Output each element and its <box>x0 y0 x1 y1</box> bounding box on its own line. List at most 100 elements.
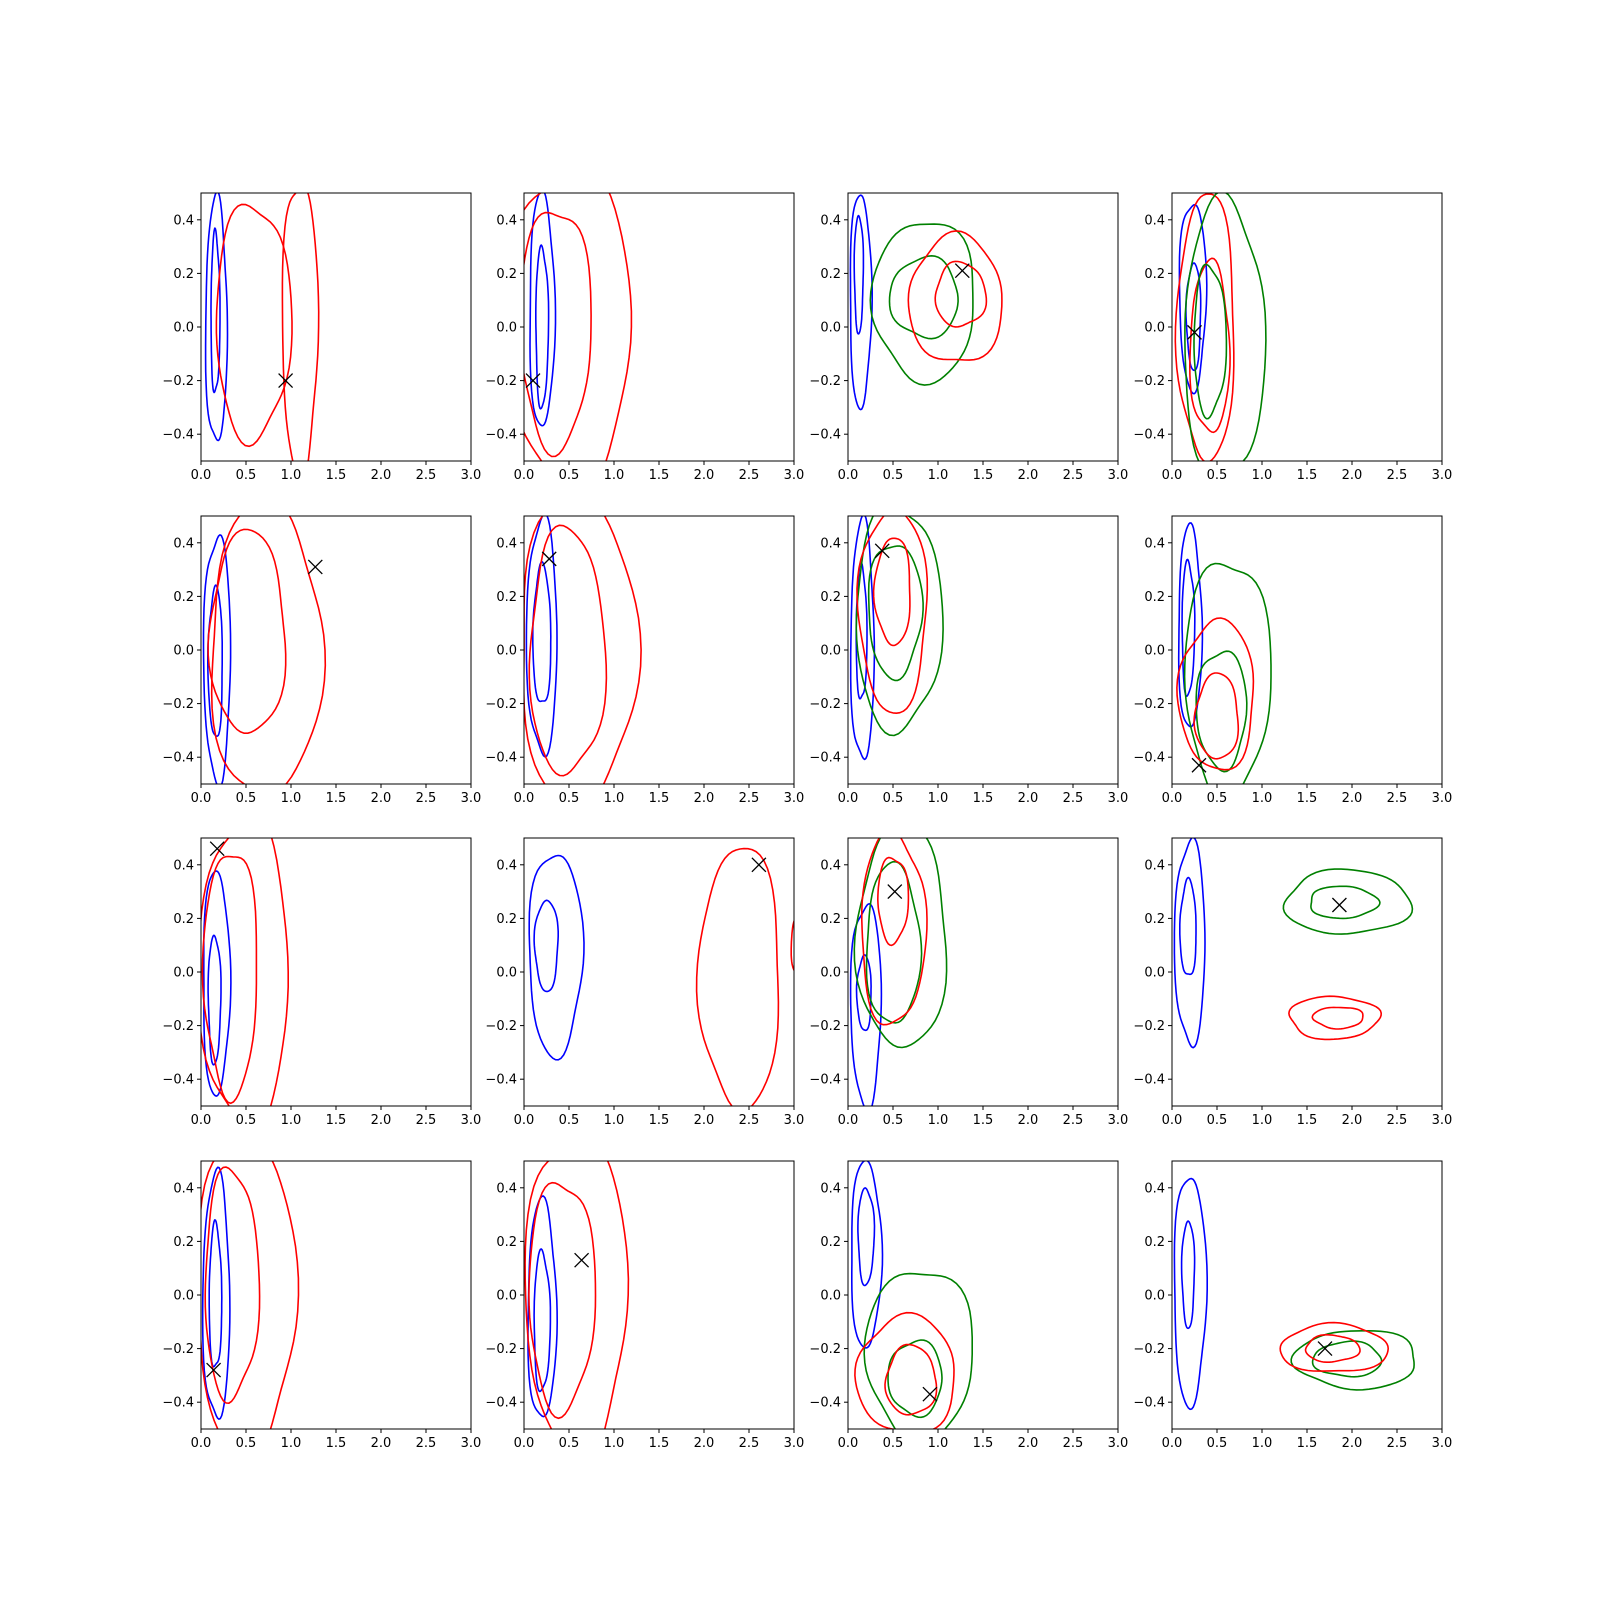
red-contour-line <box>884 1343 938 1416</box>
green-contour-line <box>1193 263 1228 420</box>
x-tick-label: 0.0 <box>1162 1113 1183 1128</box>
y-tick-label: 0.0 <box>820 321 841 336</box>
plot-area <box>1176 522 1272 784</box>
y-tick-label: 0.0 <box>173 966 194 981</box>
x-tick-label: 3.0 <box>1108 791 1129 806</box>
red-contour-line <box>872 537 911 647</box>
blue-contour-line <box>1180 1220 1196 1330</box>
x-marker <box>1317 1341 1333 1357</box>
green-contour-line <box>867 545 924 682</box>
x-tick-label: 1.0 <box>1252 1113 1273 1128</box>
subplot-r3-c2: 0.0 0.5 1.0 1.5 2.0 2.5 3.0 −0.4 −0.2 0.0 0.2 0.4 <box>809 1160 1128 1451</box>
x-tick-label: 1.0 <box>281 468 302 483</box>
y-tick-label: 0.2 <box>820 590 841 605</box>
y-tick-label: −0.4 <box>1133 751 1165 766</box>
y-tick-label: 0.4 <box>496 213 517 228</box>
red-contour-line <box>1193 672 1240 760</box>
x-tick-label: 0.0 <box>514 791 535 806</box>
x-tick-label: 1.5 <box>973 791 994 806</box>
red-contour-line <box>695 847 780 1106</box>
x-tick-label: 1.0 <box>281 791 302 806</box>
y-tick-label: 0.2 <box>820 912 841 927</box>
red-contour-line <box>856 516 929 715</box>
x-tick-label: 2.0 <box>694 791 715 806</box>
y-tick-label: −0.2 <box>162 1342 194 1357</box>
x-tick-label: 2.5 <box>1387 1436 1408 1451</box>
red-contour-line <box>528 524 608 777</box>
x-tick-label: 0.5 <box>1207 1436 1228 1451</box>
x-marker <box>206 1362 222 1378</box>
red-contour-line <box>201 855 258 1105</box>
x-tick-label: 1.0 <box>928 1436 949 1451</box>
green-contour-line <box>855 516 944 737</box>
x-tick-label: 1.5 <box>326 1113 347 1128</box>
x-tick-label: 1.5 <box>326 468 347 483</box>
x-tick-label: 2.0 <box>1018 1113 1039 1128</box>
x-tick-label: 2.0 <box>371 468 392 483</box>
x-marker <box>1331 897 1347 913</box>
y-tick-label: 0.4 <box>496 858 517 873</box>
x-tick-label: 0.0 <box>514 1436 535 1451</box>
blue-contour-line <box>527 1195 559 1418</box>
x-tick-label: 0.0 <box>191 1113 212 1128</box>
green-contour-line <box>1184 193 1267 461</box>
x-tick-label: 1.0 <box>928 1113 949 1128</box>
x-tick-label: 1.0 <box>604 1436 625 1451</box>
y-tick-label: 0.2 <box>173 912 194 927</box>
y-tick-label: 0.0 <box>820 1289 841 1304</box>
blue-contour-line <box>201 1166 231 1420</box>
x-tick-label: 1.0 <box>1252 1436 1273 1451</box>
plot-area <box>849 194 1003 411</box>
x-tick-label: 2.5 <box>739 1436 760 1451</box>
x-tick-label: 2.5 <box>1063 1113 1084 1128</box>
x-tick-label: 0.0 <box>191 468 212 483</box>
x-tick-label: 1.0 <box>604 1113 625 1128</box>
green-contour-line <box>1183 562 1272 784</box>
y-tick-label: 0.0 <box>173 1289 194 1304</box>
y-tick-label: −0.4 <box>485 1073 517 1088</box>
x-tick-label: 2.0 <box>1342 791 1363 806</box>
y-tick-label: −0.2 <box>485 374 517 389</box>
x-tick-label: 2.5 <box>1063 1436 1084 1451</box>
x-tick-label: 1.0 <box>928 468 949 483</box>
x-tick-label: 0.0 <box>838 1436 859 1451</box>
blue-contour-line <box>849 516 876 761</box>
x-tick-label: 2.0 <box>1018 1436 1039 1451</box>
subplot-r0-c1: 0.0 0.5 1.0 1.5 2.0 2.5 3.0 −0.4 −0.2 0.0 0.2 0.4 <box>485 192 804 483</box>
x-tick-label: 2.0 <box>371 791 392 806</box>
y-tick-label: −0.4 <box>485 428 517 443</box>
x-tick-label: 2.0 <box>1018 468 1039 483</box>
red-contour-line <box>860 838 928 1026</box>
green-contour-line <box>1282 868 1414 935</box>
blue-contour-line <box>857 1187 876 1287</box>
y-tick-label: 0.4 <box>820 536 841 551</box>
x-tick-label: 0.0 <box>191 1436 212 1451</box>
x-tick-label: 2.5 <box>416 1113 437 1128</box>
x-tick-label: 2.0 <box>1342 1436 1363 1451</box>
x-tick-label: 1.5 <box>1297 1436 1318 1451</box>
red-contour-line <box>524 211 592 458</box>
x-tick-label: 1.0 <box>281 1113 302 1128</box>
x-tick-label: 1.0 <box>604 791 625 806</box>
y-tick-label: −0.4 <box>1133 1396 1165 1411</box>
red-contour-line <box>934 260 988 328</box>
x-tick-label: 0.5 <box>236 791 257 806</box>
y-tick-label: 0.0 <box>1144 644 1165 659</box>
y-tick-label: −0.4 <box>809 1396 841 1411</box>
blue-contour-line <box>1178 203 1208 395</box>
y-tick-label: 0.0 <box>820 966 841 981</box>
x-tick-label: 0.5 <box>559 468 580 483</box>
x-marker <box>541 551 557 567</box>
x-tick-label: 2.0 <box>371 1113 392 1128</box>
blue-contour-line <box>853 214 865 335</box>
blue-contour-line <box>533 1248 552 1393</box>
x-tick-label: 0.0 <box>514 468 535 483</box>
x-marker <box>751 857 767 873</box>
blue-contour-line <box>850 1161 884 1349</box>
blue-contour-line <box>1181 558 1196 698</box>
subplot-r2-c1: 0.0 0.5 1.0 1.5 2.0 2.5 3.0 −0.4 −0.2 0.0 0.2 0.4 <box>485 837 804 1128</box>
x-tick-label: 3.0 <box>461 1113 482 1128</box>
x-tick-label: 0.0 <box>1162 1436 1183 1451</box>
green-contour-line <box>1311 1340 1383 1378</box>
